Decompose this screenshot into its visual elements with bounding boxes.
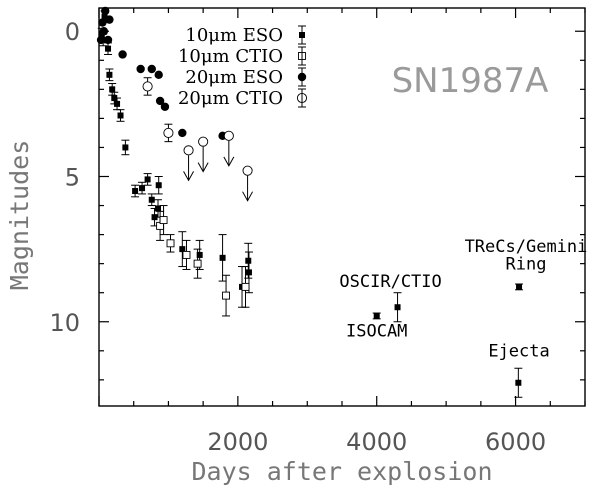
data-point: [193, 259, 202, 268]
data-point: [154, 70, 163, 80]
data-point: [147, 64, 156, 74]
data-point: [516, 283, 523, 290]
y-tick-label: 10: [49, 309, 80, 337]
x-tick-label: 2000: [207, 428, 268, 456]
annotation-label: OSCIR/CTIO: [339, 272, 441, 292]
annotation-label: Ring: [506, 254, 547, 274]
data-point: [96, 35, 106, 45]
upper-limit-arrowhead: [197, 162, 209, 173]
y-tick-label: 5: [65, 163, 80, 191]
data-point: [148, 196, 155, 203]
axis-ticks: [98, 8, 586, 406]
y-tick-label: 0: [65, 18, 80, 46]
data-point: [155, 182, 162, 189]
data-point: [245, 269, 252, 276]
data-point: [142, 81, 153, 92]
data-point: [373, 312, 380, 319]
legend-label: 20μm ESO: [185, 67, 283, 88]
data-marks: [96, 6, 524, 398]
upper-limit-arrowhead: [223, 156, 235, 167]
data-point: [106, 71, 113, 78]
data-point: [101, 6, 110, 16]
series-2: [96, 6, 227, 141]
data-point: [182, 250, 191, 259]
data-point: [132, 188, 139, 195]
data-point: [394, 304, 401, 311]
legend-label: 10μm CTIO: [178, 46, 283, 67]
series-1: [156, 205, 250, 317]
data-point: [183, 145, 194, 156]
data-point: [99, 27, 109, 36]
data-point: [105, 15, 114, 24]
upper-limit-arrowhead: [183, 171, 194, 182]
x-axis-label: Days after explosion: [191, 457, 492, 486]
data-point: [122, 144, 129, 151]
data-point: [155, 205, 162, 212]
data-point: [242, 165, 253, 176]
chart-title: SN1987A: [392, 61, 549, 101]
series-3: [142, 77, 254, 202]
data-point: [163, 127, 174, 138]
data-point: [241, 282, 250, 291]
y-axis-label: Magnitudes: [5, 140, 34, 291]
data-point: [98, 18, 107, 27]
data-point: [105, 45, 112, 52]
data-point: [101, 13, 108, 20]
data-point: [245, 257, 252, 264]
annotation-label: TReCs/Gemini: [465, 237, 588, 257]
data-point: [179, 246, 186, 253]
legend-label: 20μm CTIO: [178, 88, 283, 109]
data-point: [139, 185, 146, 192]
data-point: [155, 96, 165, 106]
series-0: [97, 10, 524, 398]
data-point: [166, 239, 175, 248]
x-tick-label: 6000: [485, 428, 546, 456]
annotation-label: ISOCAM: [346, 321, 407, 341]
data-point: [178, 128, 187, 138]
data-point: [114, 100, 121, 107]
data-point: [103, 35, 113, 45]
data-point: [136, 64, 145, 74]
data-point: [222, 291, 231, 300]
data-point: [117, 112, 124, 119]
data-point: [515, 379, 522, 386]
data-point: [196, 251, 203, 258]
data-point: [109, 86, 116, 93]
data-point: [219, 254, 226, 261]
upper-limit-arrowhead: [242, 191, 254, 202]
annotation-label: Ejecta: [488, 342, 549, 362]
legend-label: 10μm ESO: [185, 25, 283, 46]
data-point: [159, 216, 168, 225]
data-point: [118, 50, 127, 59]
data-point: [198, 136, 209, 147]
data-point: [160, 102, 170, 111]
tick-labels: 2000 4000 6000 0 5 10: [49, 18, 546, 456]
data-point: [223, 130, 234, 141]
x-tick-label: 4000: [346, 428, 407, 456]
data-point: [144, 176, 151, 183]
